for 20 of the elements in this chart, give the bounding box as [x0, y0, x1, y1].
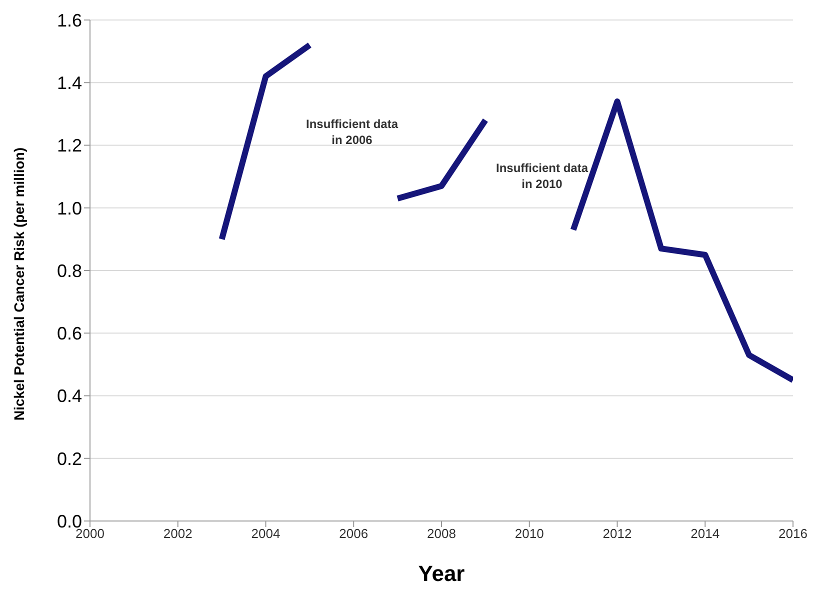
y-axis-title: Nickel Potential Cancer Risk (per million): [10, 147, 27, 420]
x-tick-label: 2006: [339, 526, 368, 542]
x-tick-label: 2012: [602, 526, 632, 542]
x-axis-title: Year: [418, 561, 466, 586]
y-tick-label: 0.2: [56, 448, 82, 469]
annotation: Insufficient data in 2010: [494, 160, 590, 192]
y-tick-label: 1.6: [56, 10, 82, 30]
x-tick-label: 2008: [427, 526, 456, 542]
x-tick-label: 2014: [690, 526, 720, 542]
x-tick-label: 2002: [163, 526, 192, 542]
y-tick-label: 0.8: [56, 260, 82, 281]
x-tick-label: 2004: [251, 526, 280, 542]
y-tick-label: 1.2: [56, 136, 82, 156]
x-tick-label: 2016: [778, 526, 808, 542]
y-tick-label: 1.4: [56, 73, 82, 94]
y-tick-label: 0.6: [56, 324, 82, 344]
annotation: Insufficient data in 2006: [304, 116, 400, 148]
x-tick-label: 2010: [514, 526, 544, 542]
y-tick-label: 1.0: [56, 198, 82, 218]
y-tick-label: 0.4: [56, 386, 82, 406]
